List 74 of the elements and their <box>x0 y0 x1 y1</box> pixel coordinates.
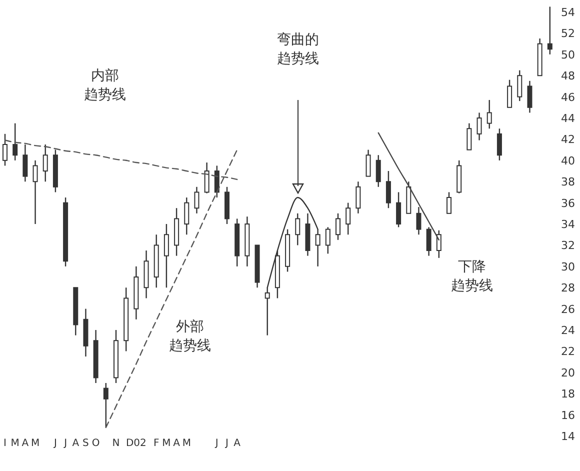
candlestick <box>496 128 502 161</box>
x-tick-label: J <box>214 438 218 449</box>
candlestick <box>12 122 18 161</box>
x-tick-label: I <box>4 438 6 449</box>
y-tick-label: 20 <box>561 366 575 380</box>
annotation: 外部趋势线 <box>169 319 211 354</box>
x-tick-label: F <box>153 438 160 449</box>
y-tick-label: 52 <box>561 27 575 40</box>
x-tick-label: O <box>92 438 100 449</box>
candlestick <box>376 154 381 188</box>
annotation: 弯曲的趋势线 <box>277 32 319 67</box>
candlestick <box>356 181 361 214</box>
candlestick <box>32 160 38 225</box>
y-tick-label: 44 <box>561 112 575 125</box>
candlestick <box>295 212 300 246</box>
candlestick <box>164 223 169 288</box>
candlestick <box>325 226 330 254</box>
candlestick <box>476 112 482 141</box>
candlestick <box>426 226 432 256</box>
candlestick <box>507 79 512 108</box>
y-tick-label: 50 <box>561 48 575 62</box>
x-tick-label: S <box>82 438 89 449</box>
candlestick <box>42 144 48 182</box>
candlestick <box>22 144 28 182</box>
candlestick <box>547 6 552 55</box>
y-tick-label: 46 <box>561 90 575 104</box>
candlestick <box>366 149 371 177</box>
candlestick <box>184 196 190 236</box>
y-tick-label: 24 <box>561 324 575 337</box>
y-tick-label: 18 <box>561 388 575 401</box>
candlestick <box>416 206 422 236</box>
candlestick <box>517 70 522 102</box>
candlestick <box>346 202 351 236</box>
y-tick-label: 26 <box>561 302 575 316</box>
candlestick <box>204 162 210 194</box>
candlestick <box>466 122 472 150</box>
x-tick-label: N <box>112 438 120 449</box>
y-tick-label: 42 <box>561 133 575 146</box>
candlestick <box>103 382 108 428</box>
candlestick <box>436 230 442 259</box>
x-tick-label: J <box>63 438 68 449</box>
y-tick-label: 22 <box>561 345 575 358</box>
x-tick-label: A <box>173 438 180 449</box>
y-tick-label: 16 <box>561 408 575 422</box>
candlestick <box>194 186 200 214</box>
y-tick-label: 48 <box>561 70 575 83</box>
candlestick <box>336 212 340 240</box>
x-tick-label: D02 <box>126 438 146 449</box>
candlestick <box>396 192 402 228</box>
y-tick-label: 38 <box>561 176 575 189</box>
y-tick-label: 28 <box>561 282 575 295</box>
x-tick-label: A <box>234 438 241 449</box>
x-tick-label: M <box>162 438 171 449</box>
y-tick-label: 36 <box>561 196 575 210</box>
candlestick <box>527 80 532 114</box>
x-tick-label: M <box>30 438 40 449</box>
x-tick-label: A <box>72 438 80 449</box>
annotation: 内部趋势线 <box>84 68 126 103</box>
x-tick-label: M <box>182 438 191 449</box>
y-tick-label: 14 <box>561 430 575 443</box>
annotation: 下降趋势线 <box>451 259 493 294</box>
x-tick-label: J <box>224 438 228 449</box>
y-tick-label: 32 <box>561 239 575 252</box>
candlestick <box>446 192 452 214</box>
candlestick <box>386 170 391 209</box>
candlestick <box>2 133 8 166</box>
y-tick-label: 34 <box>561 218 575 231</box>
y-tick-label: 30 <box>561 260 575 274</box>
x-tick-label: A <box>22 438 29 449</box>
y-tick-label: 54 <box>561 6 575 19</box>
x-tick-label: J <box>52 438 57 449</box>
y-tick-label: 40 <box>561 154 575 168</box>
x-tick-label: M <box>10 438 20 449</box>
candlestick <box>486 99 492 130</box>
